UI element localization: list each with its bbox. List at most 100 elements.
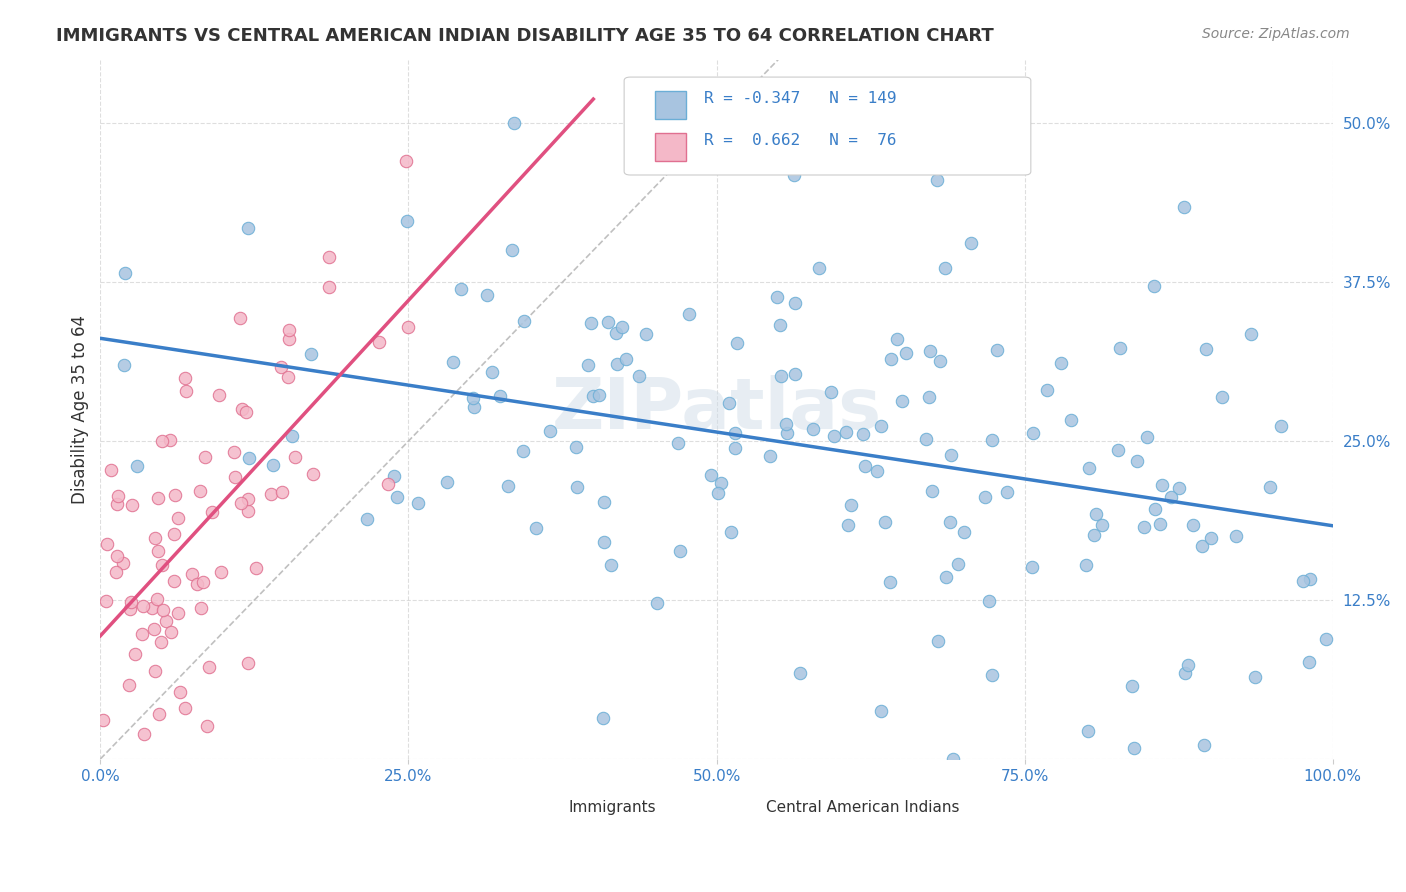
Central American Indians xyxy=(238,491,260,506)
Immigrants xyxy=(114,266,136,280)
Text: R =  0.662   N =  76: R = 0.662 N = 76 xyxy=(704,133,897,147)
Immigrants xyxy=(576,358,599,372)
Immigrants xyxy=(723,441,745,455)
Immigrants xyxy=(725,335,748,350)
Immigrants xyxy=(238,220,260,235)
Central American Indians xyxy=(174,384,197,398)
Central American Indians xyxy=(104,565,127,579)
Central American Indians xyxy=(396,320,419,334)
Immigrants xyxy=(524,521,547,535)
Immigrants xyxy=(112,358,135,372)
Central American Indians xyxy=(166,606,188,620)
Central American Indians xyxy=(198,660,221,674)
Immigrants xyxy=(918,390,941,404)
Immigrants xyxy=(759,449,782,463)
Immigrants xyxy=(894,345,917,359)
Immigrants xyxy=(600,558,623,572)
Immigrants xyxy=(880,351,903,366)
Immigrants xyxy=(959,235,981,250)
Immigrants xyxy=(927,634,949,648)
Central American Indians xyxy=(231,496,253,510)
Central American Indians xyxy=(377,477,399,491)
Immigrants xyxy=(406,496,429,510)
Text: IMMIGRANTS VS CENTRAL AMERICAN INDIAN DISABILITY AGE 35 TO 64 CORRELATION CHART: IMMIGRANTS VS CENTRAL AMERICAN INDIAN DI… xyxy=(56,27,994,45)
Immigrants xyxy=(1149,516,1171,531)
Immigrants xyxy=(503,116,526,130)
Immigrants xyxy=(769,369,792,384)
Central American Indians xyxy=(231,401,253,416)
Immigrants xyxy=(666,435,689,450)
Immigrants xyxy=(1298,655,1320,669)
Immigrants xyxy=(1168,481,1191,495)
Immigrants xyxy=(1143,279,1166,293)
Central American Indians xyxy=(150,635,173,649)
Central American Indians xyxy=(163,488,186,502)
FancyBboxPatch shape xyxy=(624,77,1031,175)
Immigrants xyxy=(463,391,485,405)
Central American Indians xyxy=(121,498,143,512)
Immigrants xyxy=(1136,429,1159,443)
Immigrants xyxy=(1084,507,1107,521)
Text: R = -0.347   N = 149: R = -0.347 N = 149 xyxy=(704,91,897,105)
Immigrants xyxy=(605,326,627,340)
Central American Indians xyxy=(169,685,191,699)
Immigrants xyxy=(1270,419,1292,434)
Immigrants xyxy=(1174,666,1197,681)
Central American Indians xyxy=(163,574,186,588)
Central American Indians xyxy=(117,677,139,691)
Immigrants xyxy=(1121,680,1143,694)
Immigrants xyxy=(942,752,965,766)
Immigrants xyxy=(783,296,806,310)
Central American Indians xyxy=(238,656,260,670)
Central American Indians xyxy=(190,601,212,615)
Immigrants xyxy=(934,261,956,276)
Immigrants xyxy=(943,152,966,166)
Immigrants xyxy=(700,468,723,483)
Immigrants xyxy=(820,385,842,400)
Immigrants xyxy=(1107,442,1129,457)
Immigrants xyxy=(481,365,503,379)
Immigrants xyxy=(610,320,633,334)
Central American Indians xyxy=(105,549,128,564)
Central American Indians xyxy=(111,556,134,570)
Immigrants xyxy=(852,427,875,442)
Immigrants xyxy=(501,243,523,257)
FancyBboxPatch shape xyxy=(508,794,538,819)
FancyBboxPatch shape xyxy=(717,794,748,819)
Text: Immigrants: Immigrants xyxy=(568,800,657,815)
Text: Central American Indians: Central American Indians xyxy=(766,800,959,815)
Central American Indians xyxy=(150,558,173,573)
Central American Indians xyxy=(395,154,418,169)
Immigrants xyxy=(627,369,650,384)
Immigrants xyxy=(1133,520,1156,534)
Central American Indians xyxy=(270,360,292,375)
Central American Indians xyxy=(143,622,166,636)
Immigrants xyxy=(592,534,614,549)
Central American Indians xyxy=(120,595,142,609)
Immigrants xyxy=(538,424,561,438)
Immigrants xyxy=(1109,341,1132,355)
Immigrants xyxy=(920,344,942,359)
Immigrants xyxy=(450,282,472,296)
Central American Indians xyxy=(195,718,218,732)
Immigrants xyxy=(775,417,797,432)
Central American Indians xyxy=(209,566,232,580)
Immigrants xyxy=(939,515,962,529)
Immigrants xyxy=(1258,480,1281,494)
Immigrants xyxy=(1182,518,1205,533)
Immigrants xyxy=(1035,384,1057,398)
Immigrants xyxy=(636,326,658,341)
Central American Indians xyxy=(105,497,128,511)
Central American Indians xyxy=(318,279,340,293)
Immigrants xyxy=(873,516,896,530)
Immigrants xyxy=(1244,670,1267,684)
Immigrants xyxy=(512,444,534,458)
Immigrants xyxy=(596,315,619,329)
Immigrants xyxy=(1021,560,1043,574)
Immigrants xyxy=(513,314,536,328)
Central American Indians xyxy=(188,483,211,498)
Immigrants xyxy=(238,451,260,466)
Immigrants xyxy=(869,418,891,433)
Central American Indians xyxy=(118,601,141,615)
Immigrants xyxy=(921,483,943,498)
